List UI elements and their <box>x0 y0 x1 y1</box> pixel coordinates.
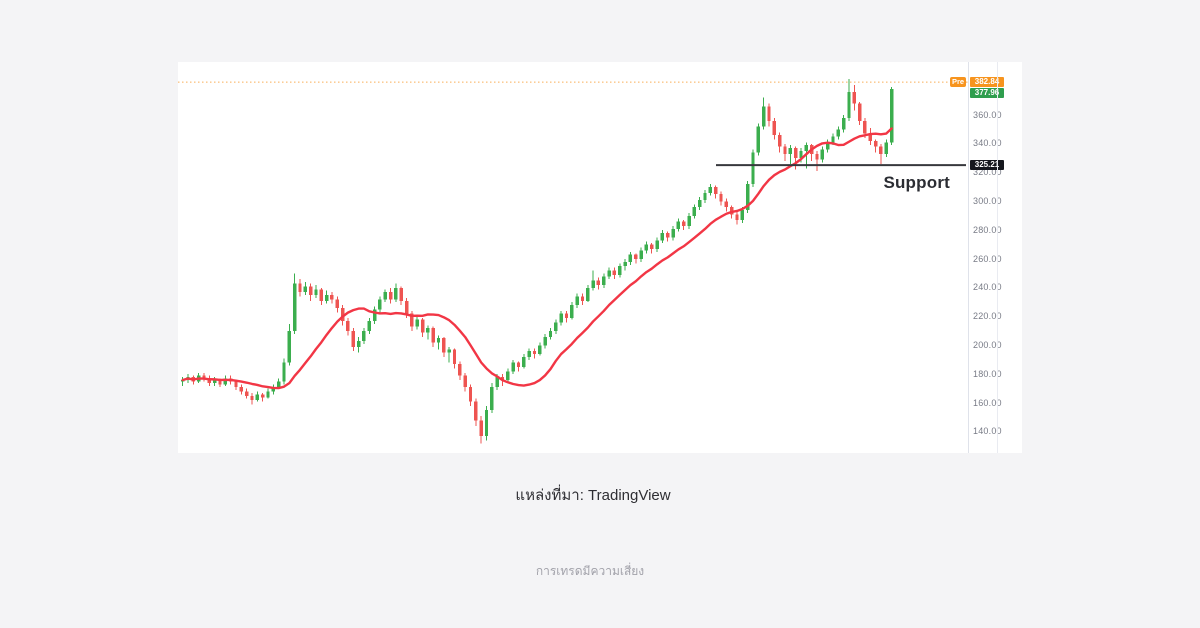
price-tick-label: 260.00 <box>973 253 1002 264</box>
price-tick-label: 280.00 <box>973 224 1002 235</box>
price-tick-label: 220.00 <box>973 311 1002 322</box>
last-price-badge: 377.96 <box>970 87 1004 99</box>
price-tick-label: 200.00 <box>973 339 1002 350</box>
price-tick-label: 240.00 <box>973 282 1002 293</box>
price-tick-label: 340.00 <box>973 138 1002 149</box>
price-chart-card: 360.00 340.00 320.00 300.00 280.00 260.00 240.… <box>178 62 1022 453</box>
premarket-price-badge: 382.84 <box>970 76 1004 88</box>
price-tick-label: 320.00 <box>973 167 1002 178</box>
risk-disclaimer: การเทรดมีความเสี่ยง <box>535 564 645 578</box>
premarket-label-badge: Pre <box>950 77 966 87</box>
price-tick-label: 300.00 <box>973 195 1002 206</box>
candles <box>181 78 894 444</box>
axis-divider <box>997 62 998 453</box>
support-label: Support <box>883 173 950 192</box>
source-caption: แหล่งที่มา: TradingView <box>515 487 671 504</box>
moving-average-line <box>181 127 893 390</box>
price-tick-label: 140.00 <box>973 426 1002 437</box>
price-tick-label: 160.00 <box>973 397 1002 408</box>
price-tick-label: 180.00 <box>973 368 1002 379</box>
price-tick-label: 360.00 <box>973 109 1002 120</box>
price-axis[interactable]: 360.00 340.00 320.00 300.00 280.00 260.00 240.… <box>950 62 1023 453</box>
chart-canvas[interactable] <box>178 62 968 453</box>
support-price-badge: 325.21 <box>970 159 1004 171</box>
